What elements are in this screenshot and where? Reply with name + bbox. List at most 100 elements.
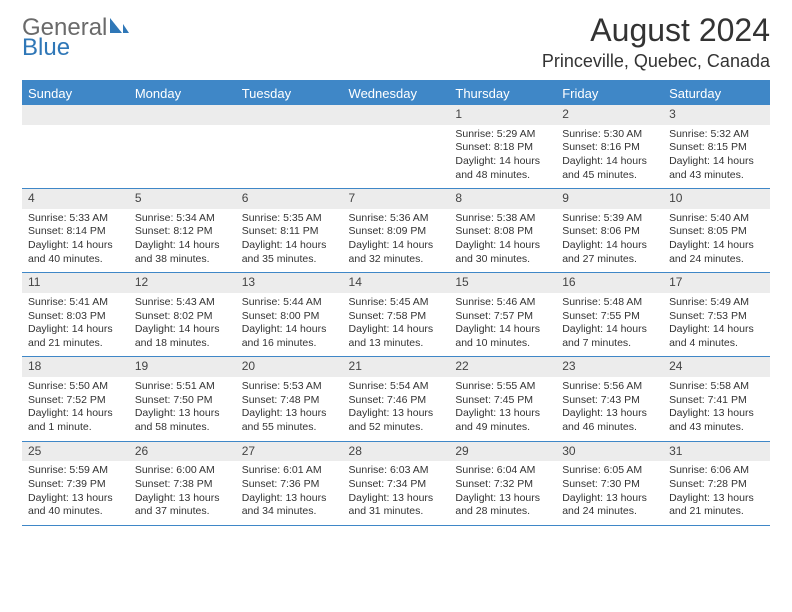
day-body: Sunrise: 5:36 AMSunset: 8:09 PMDaylight:… [343, 209, 450, 273]
daylight-line: Daylight: 14 hours and 35 minutes. [242, 239, 337, 266]
calendar-cell: 28Sunrise: 6:03 AMSunset: 7:34 PMDayligh… [343, 441, 450, 525]
day-number [129, 105, 236, 125]
calendar-cell: 30Sunrise: 6:05 AMSunset: 7:30 PMDayligh… [556, 441, 663, 525]
day-number: 19 [129, 357, 236, 377]
day-body: Sunrise: 5:43 AMSunset: 8:02 PMDaylight:… [129, 293, 236, 357]
calendar-week: 18Sunrise: 5:50 AMSunset: 7:52 PMDayligh… [22, 357, 770, 441]
sunrise-line: Sunrise: 5:43 AM [135, 296, 230, 310]
daylight-line: Daylight: 13 hours and 55 minutes. [242, 407, 337, 434]
calendar-cell: 23Sunrise: 5:56 AMSunset: 7:43 PMDayligh… [556, 357, 663, 441]
day-number: 8 [449, 189, 556, 209]
daylight-line: Daylight: 13 hours and 37 minutes. [135, 492, 230, 519]
daylight-line: Daylight: 14 hours and 32 minutes. [349, 239, 444, 266]
title-location: Princeville, Quebec, Canada [542, 51, 770, 72]
logo-sail-icon [109, 16, 131, 40]
sunrise-line: Sunrise: 6:04 AM [455, 464, 550, 478]
calendar-cell: 5Sunrise: 5:34 AMSunset: 8:12 PMDaylight… [129, 189, 236, 273]
sunrise-line: Sunrise: 5:40 AM [669, 212, 764, 226]
day-number: 27 [236, 442, 343, 462]
dayname-row: SundayMondayTuesdayWednesdayThursdayFrid… [22, 81, 770, 105]
daylight-line: Daylight: 14 hours and 16 minutes. [242, 323, 337, 350]
daylight-line: Daylight: 14 hours and 45 minutes. [562, 155, 657, 182]
sunset-line: Sunset: 7:34 PM [349, 478, 444, 492]
calendar-cell: 6Sunrise: 5:35 AMSunset: 8:11 PMDaylight… [236, 189, 343, 273]
sunrise-line: Sunrise: 6:06 AM [669, 464, 764, 478]
daylight-line: Daylight: 13 hours and 34 minutes. [242, 492, 337, 519]
sunrise-line: Sunrise: 5:33 AM [28, 212, 123, 226]
day-number: 13 [236, 273, 343, 293]
sunrise-line: Sunrise: 5:36 AM [349, 212, 444, 226]
day-body: Sunrise: 6:03 AMSunset: 7:34 PMDaylight:… [343, 461, 450, 525]
sunset-line: Sunset: 8:08 PM [455, 225, 550, 239]
day-number: 1 [449, 105, 556, 125]
day-body: Sunrise: 6:01 AMSunset: 7:36 PMDaylight:… [236, 461, 343, 525]
day-body: Sunrise: 5:56 AMSunset: 7:43 PMDaylight:… [556, 377, 663, 441]
daylight-line: Daylight: 14 hours and 24 minutes. [669, 239, 764, 266]
calendar-cell: 4Sunrise: 5:33 AMSunset: 8:14 PMDaylight… [22, 189, 129, 273]
day-body: Sunrise: 5:30 AMSunset: 8:16 PMDaylight:… [556, 125, 663, 189]
calendar-week: 1Sunrise: 5:29 AMSunset: 8:18 PMDaylight… [22, 105, 770, 189]
sunset-line: Sunset: 7:32 PM [455, 478, 550, 492]
day-number [236, 105, 343, 125]
day-body: Sunrise: 5:33 AMSunset: 8:14 PMDaylight:… [22, 209, 129, 273]
day-number: 17 [663, 273, 770, 293]
day-number: 5 [129, 189, 236, 209]
sunset-line: Sunset: 7:41 PM [669, 394, 764, 408]
calendar-cell: 19Sunrise: 5:51 AMSunset: 7:50 PMDayligh… [129, 357, 236, 441]
calendar-cell: 14Sunrise: 5:45 AMSunset: 7:58 PMDayligh… [343, 273, 450, 357]
calendar-cell: 11Sunrise: 5:41 AMSunset: 8:03 PMDayligh… [22, 273, 129, 357]
dayname-header: Tuesday [236, 81, 343, 105]
day-number: 18 [22, 357, 129, 377]
sunrise-line: Sunrise: 5:45 AM [349, 296, 444, 310]
sunset-line: Sunset: 7:36 PM [242, 478, 337, 492]
daylight-line: Daylight: 13 hours and 46 minutes. [562, 407, 657, 434]
day-body: Sunrise: 6:06 AMSunset: 7:28 PMDaylight:… [663, 461, 770, 525]
sunset-line: Sunset: 7:53 PM [669, 310, 764, 324]
day-number: 28 [343, 442, 450, 462]
daylight-line: Daylight: 14 hours and 38 minutes. [135, 239, 230, 266]
sunrise-line: Sunrise: 5:56 AM [562, 380, 657, 394]
daylight-line: Daylight: 13 hours and 49 minutes. [455, 407, 550, 434]
day-body: Sunrise: 6:00 AMSunset: 7:38 PMDaylight:… [129, 461, 236, 525]
day-number: 10 [663, 189, 770, 209]
sunrise-line: Sunrise: 6:03 AM [349, 464, 444, 478]
day-number [22, 105, 129, 125]
day-number: 26 [129, 442, 236, 462]
sunrise-line: Sunrise: 5:55 AM [455, 380, 550, 394]
calendar-cell: 31Sunrise: 6:06 AMSunset: 7:28 PMDayligh… [663, 441, 770, 525]
day-number: 9 [556, 189, 663, 209]
day-body: Sunrise: 5:29 AMSunset: 8:18 PMDaylight:… [449, 125, 556, 189]
day-number: 14 [343, 273, 450, 293]
sunset-line: Sunset: 7:52 PM [28, 394, 123, 408]
daylight-line: Daylight: 14 hours and 30 minutes. [455, 239, 550, 266]
calendar-cell: 7Sunrise: 5:36 AMSunset: 8:09 PMDaylight… [343, 189, 450, 273]
sunrise-line: Sunrise: 5:54 AM [349, 380, 444, 394]
sunset-line: Sunset: 8:15 PM [669, 141, 764, 155]
sunset-line: Sunset: 7:39 PM [28, 478, 123, 492]
sunset-line: Sunset: 7:48 PM [242, 394, 337, 408]
calendar-cell: 17Sunrise: 5:49 AMSunset: 7:53 PMDayligh… [663, 273, 770, 357]
dayname-header: Sunday [22, 81, 129, 105]
sunrise-line: Sunrise: 5:35 AM [242, 212, 337, 226]
sunrise-line: Sunrise: 6:01 AM [242, 464, 337, 478]
calendar-cell: 22Sunrise: 5:55 AMSunset: 7:45 PMDayligh… [449, 357, 556, 441]
dayname-header: Saturday [663, 81, 770, 105]
day-body: Sunrise: 5:59 AMSunset: 7:39 PMDaylight:… [22, 461, 129, 525]
dayname-header: Friday [556, 81, 663, 105]
sunset-line: Sunset: 7:58 PM [349, 310, 444, 324]
day-body: Sunrise: 5:54 AMSunset: 7:46 PMDaylight:… [343, 377, 450, 441]
day-body: Sunrise: 5:34 AMSunset: 8:12 PMDaylight:… [129, 209, 236, 273]
day-number: 7 [343, 189, 450, 209]
calendar-cell: 3Sunrise: 5:32 AMSunset: 8:15 PMDaylight… [663, 105, 770, 189]
calendar-cell: 15Sunrise: 5:46 AMSunset: 7:57 PMDayligh… [449, 273, 556, 357]
sunset-line: Sunset: 7:30 PM [562, 478, 657, 492]
daylight-line: Daylight: 14 hours and 7 minutes. [562, 323, 657, 350]
daylight-line: Daylight: 14 hours and 10 minutes. [455, 323, 550, 350]
day-number: 30 [556, 442, 663, 462]
day-number: 25 [22, 442, 129, 462]
day-number: 3 [663, 105, 770, 125]
sunrise-line: Sunrise: 5:29 AM [455, 128, 550, 142]
sunset-line: Sunset: 7:50 PM [135, 394, 230, 408]
calendar-cell: 27Sunrise: 6:01 AMSunset: 7:36 PMDayligh… [236, 441, 343, 525]
daylight-line: Daylight: 13 hours and 52 minutes. [349, 407, 444, 434]
